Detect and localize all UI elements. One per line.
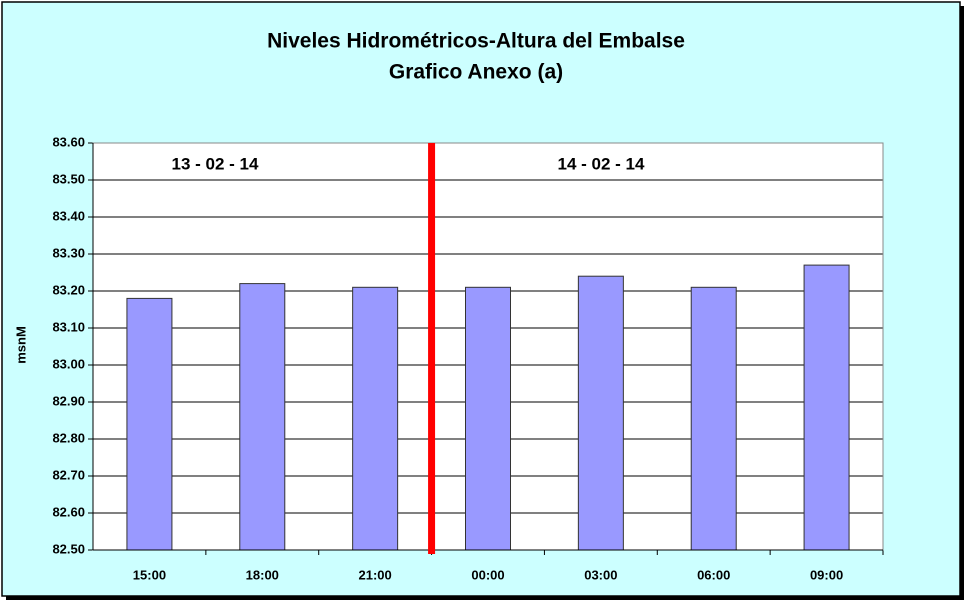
y-tick-label: 83.40 <box>52 208 85 223</box>
date-annotation: 13 - 02 - 14 <box>172 154 259 173</box>
y-tick-label: 82.80 <box>52 430 85 445</box>
x-tick-label: 03:00 <box>584 567 617 582</box>
bar <box>352 286 399 551</box>
x-tick-label: 06:00 <box>697 567 730 582</box>
y-tick-label: 83.60 <box>52 134 85 149</box>
y-tick-label: 82.50 <box>52 541 85 556</box>
bar <box>803 264 850 551</box>
chart-title: Niveles Hidrométricos-Altura del Embalse <box>267 30 685 53</box>
bar <box>465 286 511 551</box>
y-tick-label: 82.60 <box>52 504 85 519</box>
y-tick-label: 82.90 <box>52 393 85 408</box>
y-tick-label: 83.10 <box>52 319 85 334</box>
y-tick-label: 83.00 <box>52 356 85 371</box>
x-tick-label: 21:00 <box>359 567 392 582</box>
y-tick-label: 83.50 <box>52 171 85 186</box>
y-tick-label: 82.70 <box>52 467 85 482</box>
x-tick-label: 18:00 <box>246 567 279 582</box>
x-tick-label: 00:00 <box>471 567 504 582</box>
bar <box>126 297 173 551</box>
x-tick-label: 09:00 <box>810 567 843 582</box>
chart-subtitle: Grafico Anexo (a) <box>389 61 563 84</box>
y-axis-label: msnM <box>13 326 28 364</box>
y-tick-label: 83.30 <box>52 245 85 260</box>
bar <box>690 286 737 551</box>
x-tick-label: 15:00 <box>133 567 166 582</box>
bar <box>239 283 286 551</box>
date-annotation: 14 - 02 - 14 <box>558 154 645 173</box>
y-tick-label: 83.20 <box>52 282 85 297</box>
bar <box>577 275 624 551</box>
